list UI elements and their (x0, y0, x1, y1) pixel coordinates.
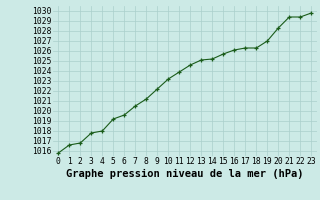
X-axis label: Graphe pression niveau de la mer (hPa): Graphe pression niveau de la mer (hPa) (66, 169, 304, 179)
